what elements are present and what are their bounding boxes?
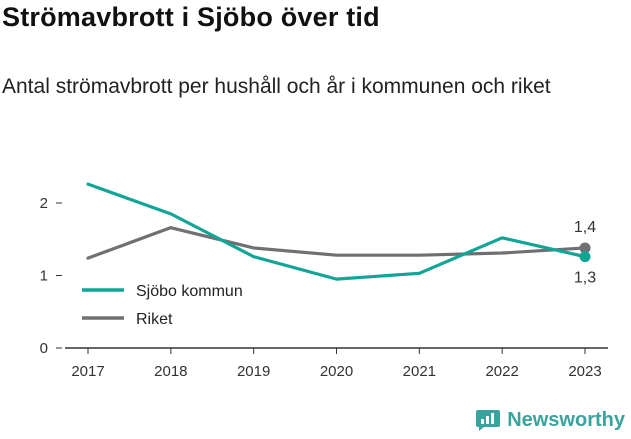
x-tick-label: 2023 bbox=[568, 363, 601, 380]
legend: Sjöbo kommun Riket bbox=[82, 283, 243, 328]
data-label: 1,4 bbox=[574, 219, 596, 236]
y-tick-label: 2 bbox=[40, 195, 48, 212]
series-end-point bbox=[579, 251, 591, 263]
chart-lines bbox=[86, 182, 591, 281]
y-tick-label: 1 bbox=[40, 268, 48, 285]
line-chart: 012 2017 2018 2019 2020 2021 2022 2023 1,41,3 … bbox=[40, 182, 608, 380]
y-tick-label: 0 bbox=[40, 340, 48, 357]
series-end-point bbox=[579, 242, 591, 254]
chart-title: Strömavbrott i Sjöbo över tid bbox=[2, 2, 380, 32]
x-tick-label: 2017 bbox=[71, 363, 104, 380]
x-tick-label: 2018 bbox=[154, 363, 187, 380]
newsworthy-logo-icon bbox=[476, 410, 501, 431]
data-labels: 1,4 1,3 bbox=[574, 219, 596, 287]
x-tick-label: 2019 bbox=[237, 363, 270, 380]
x-axis: 2017 2018 2019 2020 2021 2022 2023 bbox=[65, 347, 608, 380]
x-tick-label: 2022 bbox=[485, 363, 518, 380]
brand: Newsworthy bbox=[475, 408, 625, 432]
series-line bbox=[86, 226, 587, 260]
chart-subtitle: Antal strömavbrott per hushåll och år i … bbox=[2, 75, 551, 98]
legend-label: Riket bbox=[136, 311, 173, 328]
x-tick-label: 2020 bbox=[320, 363, 353, 380]
data-label: 1,3 bbox=[574, 270, 596, 287]
brand-name: Newsworthy bbox=[507, 408, 625, 431]
y-axis: 0 1 2 bbox=[40, 195, 62, 357]
series-line bbox=[86, 182, 587, 281]
legend-label: Sjöbo kommun bbox=[136, 283, 243, 300]
x-tick-label: 2021 bbox=[403, 363, 436, 380]
